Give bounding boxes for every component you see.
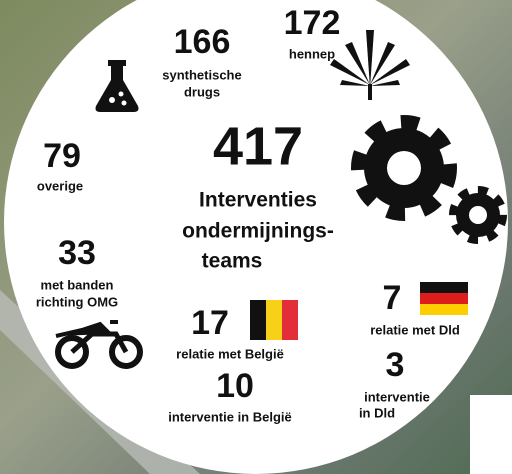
item-label: synthetische (162, 67, 241, 82)
corner-logo (470, 395, 512, 474)
german-flag (420, 282, 468, 315)
item-value: 33 (58, 234, 96, 272)
belgian-flag (250, 300, 298, 340)
item-label: in Dld (359, 405, 395, 420)
total-label: Interventies (199, 189, 317, 212)
item-label: richting OMG (36, 294, 118, 309)
item-value: 3 (386, 346, 405, 384)
total-label: ondermijnings- (182, 220, 334, 243)
item-value: 79 (43, 137, 81, 175)
item-label: overige (37, 178, 83, 193)
item-value: 172 (284, 4, 341, 42)
item-value: 166 (174, 23, 231, 61)
total-value: 417 (213, 116, 303, 176)
item-label: relatie met Dld (370, 322, 460, 337)
item-label: relatie met België (176, 346, 284, 361)
infographic: 417 Interventies ondermijnings- teams 16… (0, 0, 512, 474)
item-label: interventie in België (168, 409, 292, 424)
item-label: met banden (41, 277, 114, 292)
large-gear-icon (360, 124, 448, 212)
item-label: hennep (289, 46, 335, 61)
item-value: 17 (191, 304, 229, 342)
item-value: 10 (216, 367, 254, 405)
item-value: 7 (383, 279, 402, 317)
item-label: interventie (364, 389, 430, 404)
item-label: drugs (184, 84, 220, 99)
total-label: teams (202, 250, 263, 273)
